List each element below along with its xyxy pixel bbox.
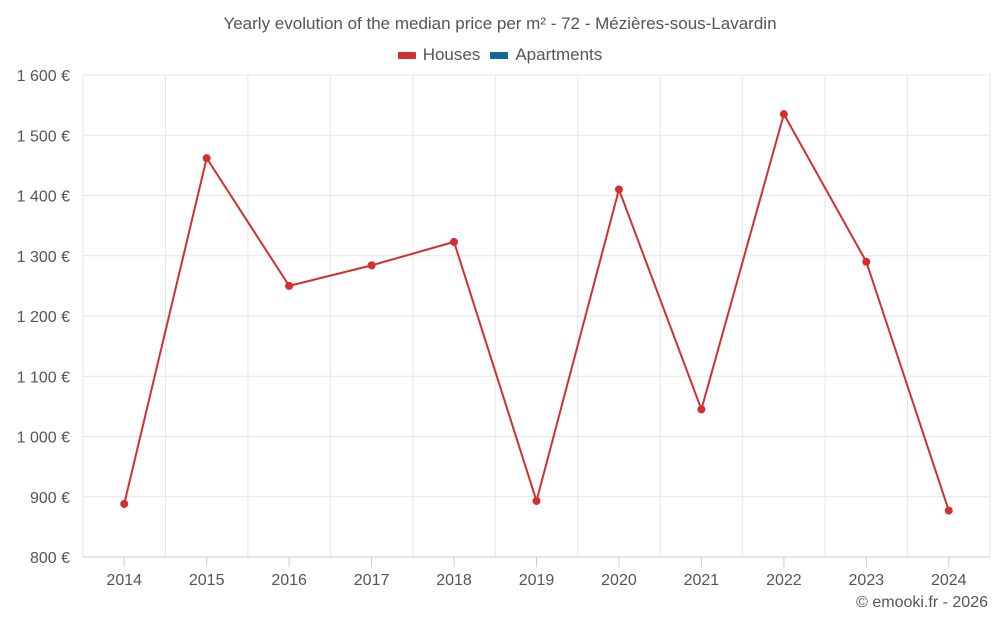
data-point-houses-2019 [532, 496, 541, 505]
legend-item-apartments[interactable]: Apartments [490, 45, 602, 65]
credit-text: © emooki.fr - 2026 [856, 594, 988, 611]
legend-label-houses: Houses [422, 45, 481, 64]
x-tick-label-2015: 2015 [189, 572, 225, 589]
x-tick-label-2014: 2014 [106, 572, 142, 589]
legend: Houses Apartments [0, 45, 1000, 65]
legend-item-houses[interactable]: Houses [397, 45, 481, 65]
legend-swatch-apartments [490, 51, 509, 59]
x-tick-label-2016: 2016 [271, 572, 307, 589]
legend-swatch-houses [397, 51, 416, 59]
x-tick-label-2021: 2021 [684, 572, 720, 589]
data-point-houses-2018 [450, 237, 459, 246]
x-tick-label-2024: 2024 [931, 572, 967, 589]
x-tick-label-2023: 2023 [849, 572, 885, 589]
y-tick-label-900: 900 € [30, 490, 70, 507]
data-point-houses-2020 [614, 185, 623, 194]
y-tick-label-1000: 1 000 € [17, 430, 70, 447]
data-point-houses-2016 [285, 281, 294, 290]
data-point-houses-2015 [202, 154, 211, 163]
x-tick-label-2017: 2017 [354, 572, 390, 589]
data-point-houses-2014 [120, 499, 129, 508]
y-tick-label-1500: 1 500 € [17, 128, 70, 145]
chart-title: Yearly evolution of the median price per… [223, 14, 777, 33]
data-point-houses-2021 [697, 405, 706, 414]
data-point-houses-2017 [367, 261, 376, 270]
data-point-houses-2022 [779, 110, 788, 119]
data-point-houses-2023 [862, 257, 871, 266]
legend-label-apartments: Apartments [515, 45, 603, 64]
y-tick-label-1100: 1 100 € [17, 369, 70, 386]
x-tick-label-2022: 2022 [766, 572, 802, 589]
x-tick-label-2019: 2019 [519, 572, 555, 589]
x-tick-label-2020: 2020 [601, 572, 637, 589]
x-tick-label-2018: 2018 [436, 572, 472, 589]
y-tick-label-1200: 1 200 € [17, 309, 70, 326]
y-tick-label-1400: 1 400 € [17, 189, 70, 206]
data-point-houses-2024 [944, 506, 953, 515]
y-tick-label-800: 800 € [30, 550, 70, 567]
y-tick-label-1600: 1 600 € [17, 68, 70, 85]
y-tick-label-1300: 1 300 € [17, 249, 70, 266]
